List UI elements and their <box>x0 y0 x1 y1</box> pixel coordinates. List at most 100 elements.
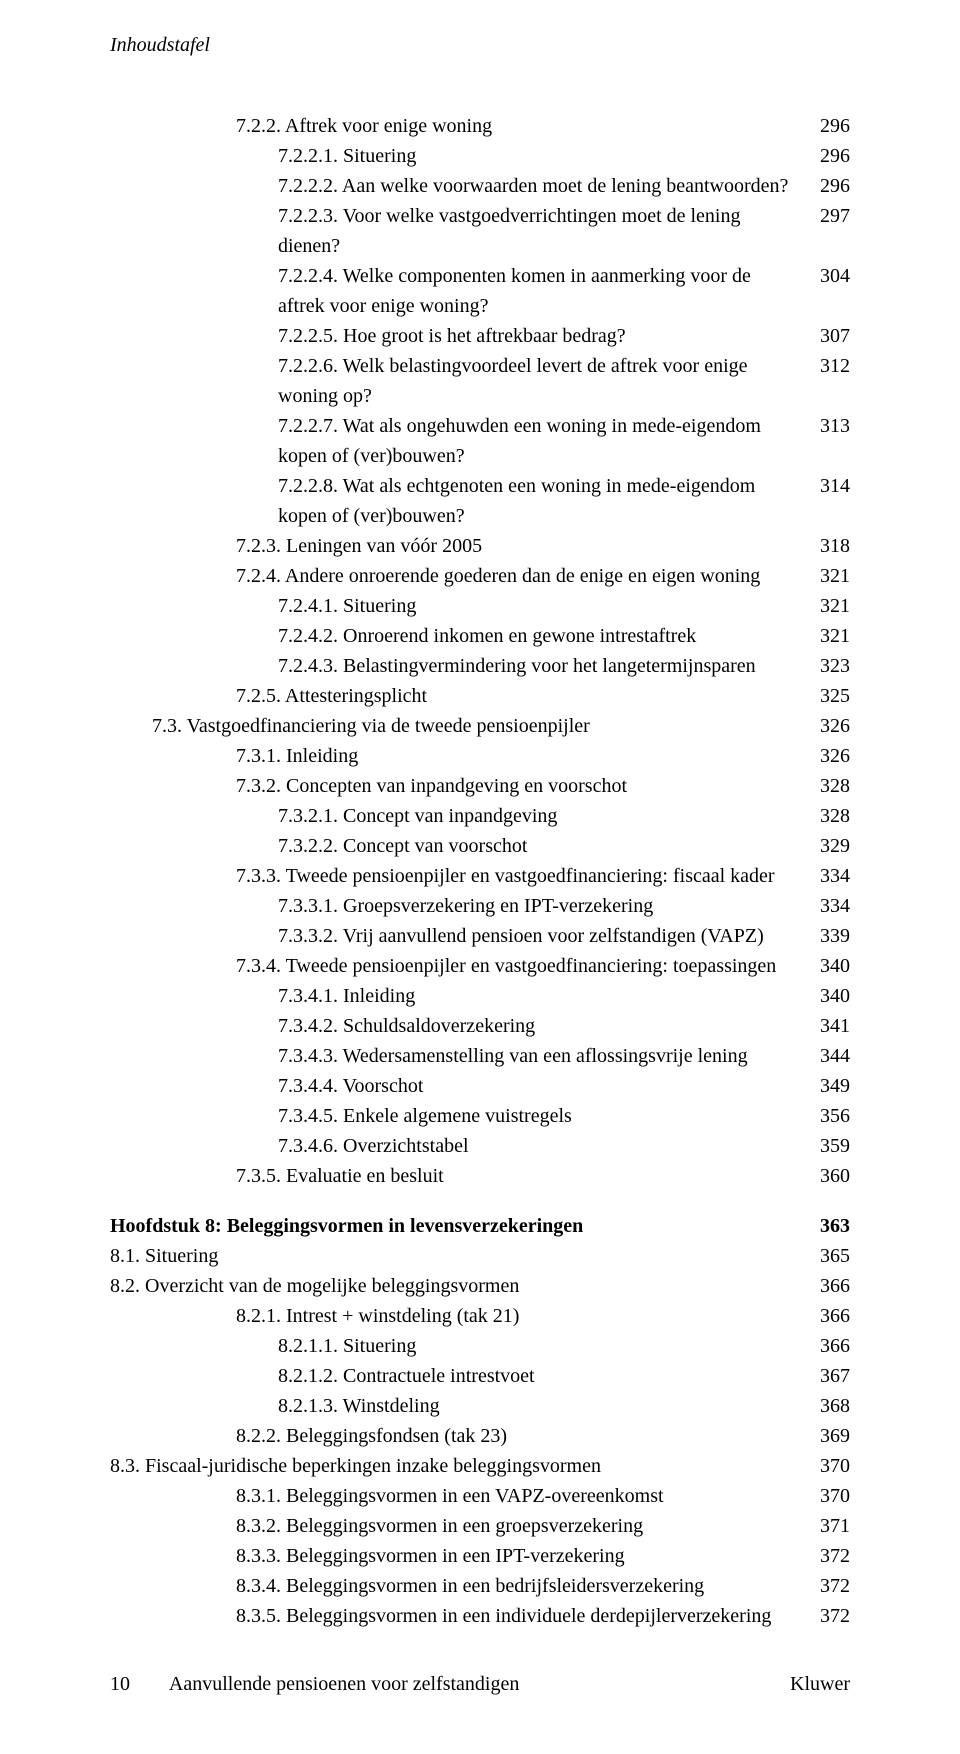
toc-entry-label: 7.2.5. Attesteringsplicht <box>110 681 800 711</box>
toc-entry-page: 356 <box>800 1101 850 1131</box>
toc-entry-page: 370 <box>800 1451 850 1481</box>
toc-entry-page: 367 <box>800 1361 850 1391</box>
toc-entry-label: 8.3.5. Beleggingsvormen in een individue… <box>110 1601 800 1631</box>
toc-entry-page: 334 <box>800 861 850 891</box>
toc-entry-label: 7.3.5. Evaluatie en besluit <box>110 1161 800 1191</box>
toc-entry-label: 7.2.2.2. Aan welke voorwaarden moet de l… <box>110 171 800 201</box>
toc-row: 7.2.2. Aftrek voor enige woning296 <box>110 111 850 141</box>
toc-entry-label: 8.3. Fiscaal-juridische beperkingen inza… <box>110 1451 800 1481</box>
toc-entry-label: 7.2.2.3. Voor welke vastgoedverrichtinge… <box>110 201 800 261</box>
toc-entry-label: 7.3.2.2. Concept van voorschot <box>110 831 800 861</box>
toc-entry-label: 7.2.3. Leningen van vóór 2005 <box>110 531 800 561</box>
toc-entry-page: 366 <box>800 1331 850 1361</box>
toc-row: 7.2.2.3. Voor welke vastgoedverrichtinge… <box>110 201 850 261</box>
toc-row: 8.2.1.1. Situering366 <box>110 1331 850 1361</box>
page: Inhoudstafel 7.2.2. Aftrek voor enige wo… <box>0 0 960 1754</box>
toc-row: 8.3.2. Beleggingsvormen in een groepsver… <box>110 1511 850 1541</box>
toc-entry-page: 326 <box>800 741 850 771</box>
toc-row: 7.2.4.2. Onroerend inkomen en gewone int… <box>110 621 850 651</box>
toc-entry-label: 7.2.2.5. Hoe groot is het aftrekbaar bed… <box>110 321 800 351</box>
toc-entry-page: 312 <box>800 351 850 411</box>
toc-row: 8.2.2. Beleggingsfondsen (tak 23)369 <box>110 1421 850 1451</box>
toc-row: 7.3.1. Inleiding326 <box>110 741 850 771</box>
toc-row: 7.2.2.5. Hoe groot is het aftrekbaar bed… <box>110 321 850 351</box>
toc-row: 7.2.2.4. Welke componenten komen in aanm… <box>110 261 850 321</box>
toc-entry-label: Hoofdstuk 8: Beleggingsvormen in levensv… <box>110 1211 800 1241</box>
toc-entry-label: 7.2.4.3. Belastingvermindering voor het … <box>110 651 800 681</box>
toc-entry-page: 313 <box>800 411 850 471</box>
toc-entry-page: 318 <box>800 531 850 561</box>
toc-row: 7.2.5. Attesteringsplicht325 <box>110 681 850 711</box>
footer-publisher: Kluwer <box>790 1673 850 1696</box>
toc-entry-label: 7.2.2.4. Welke componenten komen in aanm… <box>110 261 800 321</box>
toc-entry-label: 7.3.4.1. Inleiding <box>110 981 800 1011</box>
toc-row: 7.2.2.7. Wat als ongehuwden een woning i… <box>110 411 850 471</box>
toc-row: 8.3.3. Beleggingsvormen in een IPT-verze… <box>110 1541 850 1571</box>
toc-entry-label: 7.3.4.4. Voorschot <box>110 1071 800 1101</box>
toc-row: 7.2.3. Leningen van vóór 2005318 <box>110 531 850 561</box>
toc-entry-label: 8.2. Overzicht van de mogelijke beleggin… <box>110 1271 800 1301</box>
toc-entry-page: 326 <box>800 711 850 741</box>
toc-row: 7.3.4.1. Inleiding340 <box>110 981 850 1011</box>
toc-entry-page: 341 <box>800 1011 850 1041</box>
page-footer: 10 Aanvullende pensioenen voor zelfstand… <box>110 1673 850 1696</box>
toc-row: 7.3.5. Evaluatie en besluit360 <box>110 1161 850 1191</box>
toc-entry-label: 7.3.4.3. Wedersamenstelling van een aflo… <box>110 1041 800 1071</box>
toc-entry-label: 7.3.4.2. Schuldsaldoverzekering <box>110 1011 800 1041</box>
toc-row: Hoofdstuk 8: Beleggingsvormen in levensv… <box>110 1211 850 1241</box>
toc-entry-label: 7.2.2.1. Situering <box>110 141 800 171</box>
toc-row: 7.3.4.4. Voorschot349 <box>110 1071 850 1101</box>
toc-entry-page: 366 <box>800 1271 850 1301</box>
toc-row: 8.2.1.2. Contractuele intrestvoet367 <box>110 1361 850 1391</box>
toc-row: 7.2.2.6. Welk belastingvoordeel levert d… <box>110 351 850 411</box>
toc-row: 7.2.4.3. Belastingvermindering voor het … <box>110 651 850 681</box>
toc-row: 7.3.4.3. Wedersamenstelling van een aflo… <box>110 1041 850 1071</box>
toc-row: 7.3. Vastgoedfinanciering via de tweede … <box>110 711 850 741</box>
toc-entry-page: 304 <box>800 261 850 321</box>
toc-row: 8.2.1.3. Winstdeling368 <box>110 1391 850 1421</box>
toc-entry-label: 7.3.2.1. Concept van inpandgeving <box>110 801 800 831</box>
toc-entry-page: 360 <box>800 1161 850 1191</box>
toc-entry-label: 7.3.1. Inleiding <box>110 741 800 771</box>
toc-row: 7.2.2.2. Aan welke voorwaarden moet de l… <box>110 171 850 201</box>
toc-entry-label: 8.3.4. Beleggingsvormen in een bedrijfsl… <box>110 1571 800 1601</box>
toc-entry-page: 359 <box>800 1131 850 1161</box>
toc-entry-page: 349 <box>800 1071 850 1101</box>
toc-row: 7.3.3. Tweede pensioenpijler en vastgoed… <box>110 861 850 891</box>
toc-entry-page: 307 <box>800 321 850 351</box>
toc-entry-label: 7.2.2.6. Welk belastingvoordeel levert d… <box>110 351 800 411</box>
toc-entry-page: 328 <box>800 801 850 831</box>
toc-entry-page: 321 <box>800 621 850 651</box>
toc-entry-page: 340 <box>800 951 850 981</box>
toc-row: 7.3.2.2. Concept van voorschot329 <box>110 831 850 861</box>
toc-row: 7.3.4.2. Schuldsaldoverzekering341 <box>110 1011 850 1041</box>
toc-row: 8.3.1. Beleggingsvormen in een VAPZ-over… <box>110 1481 850 1511</box>
table-of-contents: 7.2.2. Aftrek voor enige woning2967.2.2.… <box>110 111 850 1631</box>
toc-row: 7.2.4. Andere onroerende goederen dan de… <box>110 561 850 591</box>
footer-left: 10 Aanvullende pensioenen voor zelfstand… <box>110 1673 519 1696</box>
toc-entry-page: 365 <box>800 1241 850 1271</box>
toc-entry-page: 321 <box>800 561 850 591</box>
toc-entry-page: 369 <box>800 1421 850 1451</box>
toc-row: 8.3. Fiscaal-juridische beperkingen inza… <box>110 1451 850 1481</box>
toc-entry-page: 371 <box>800 1511 850 1541</box>
running-head: Inhoudstafel <box>110 34 850 57</box>
toc-entry-label: 8.2.1.1. Situering <box>110 1331 800 1361</box>
toc-entry-label: 8.3.1. Beleggingsvormen in een VAPZ-over… <box>110 1481 800 1511</box>
toc-entry-label: 7.3.2. Concepten van inpandgeving en voo… <box>110 771 800 801</box>
toc-entry-page: 325 <box>800 681 850 711</box>
toc-row: 7.3.3.2. Vrij aanvullend pensioen voor z… <box>110 921 850 951</box>
toc-entry-page: 363 <box>800 1211 850 1241</box>
toc-entry-page: 329 <box>800 831 850 861</box>
toc-entry-label: 7.2.2.7. Wat als ongehuwden een woning i… <box>110 411 800 471</box>
toc-entry-page: 314 <box>800 471 850 531</box>
toc-entry-label: 7.3.3.1. Groepsverzekering en IPT-verzek… <box>110 891 800 921</box>
toc-row: 7.3.2.1. Concept van inpandgeving328 <box>110 801 850 831</box>
toc-entry-label: 7.2.4.1. Situering <box>110 591 800 621</box>
toc-entry-page: 370 <box>800 1481 850 1511</box>
toc-entry-label: 7.2.4.2. Onroerend inkomen en gewone int… <box>110 621 800 651</box>
toc-entry-label: 8.1. Situering <box>110 1241 800 1271</box>
toc-entry-label: 8.3.2. Beleggingsvormen in een groepsver… <box>110 1511 800 1541</box>
toc-entry-page: 296 <box>800 171 850 201</box>
toc-entry-page: 340 <box>800 981 850 1011</box>
